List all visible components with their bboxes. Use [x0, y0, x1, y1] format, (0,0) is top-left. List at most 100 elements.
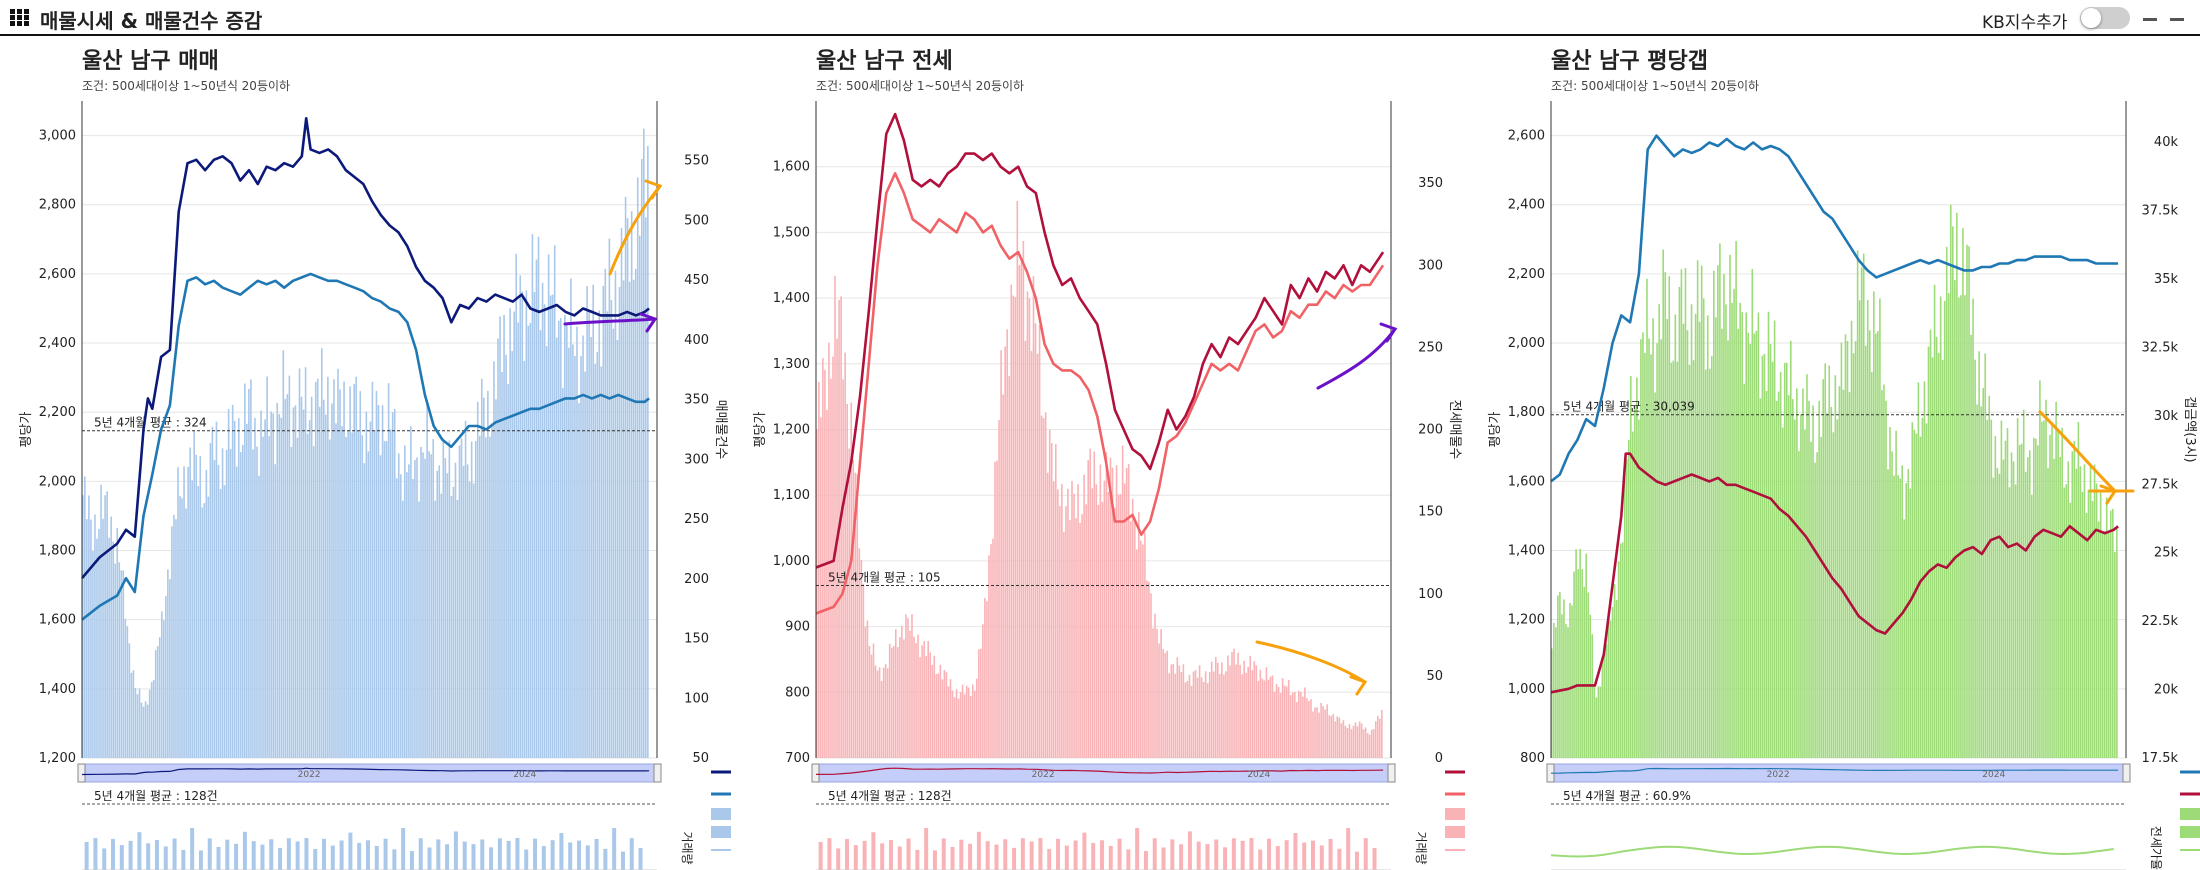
bar: [1885, 400, 1887, 758]
bar: [1952, 226, 1954, 759]
bar: [1672, 360, 1675, 758]
annotation-arrow: [1316, 327, 1397, 390]
bar-series: [1551, 204, 2118, 759]
bar: [1350, 729, 1353, 758]
bar: [864, 626, 867, 758]
bar: [521, 291, 524, 758]
bar: [189, 447, 191, 758]
bar: [1806, 374, 1808, 758]
bar: [2101, 531, 2104, 758]
bar: [1749, 343, 1752, 758]
bar: [1091, 488, 1094, 758]
bar: [1976, 404, 1978, 758]
bar: [1022, 240, 1025, 758]
bar: [2085, 512, 2088, 758]
bar: [1326, 704, 1328, 758]
bar: [102, 518, 104, 758]
minimize-icon[interactable]: [2143, 18, 2157, 21]
bar: [1101, 501, 1104, 758]
bar: [990, 544, 992, 758]
bar: [205, 469, 208, 758]
bar: [1814, 462, 1816, 758]
volume-bar: [1135, 828, 1140, 870]
bar: [929, 652, 932, 758]
bar: [1160, 629, 1162, 758]
bar: [1646, 278, 1648, 758]
bar: [2079, 466, 2082, 758]
y-tick-label: 1,800: [39, 544, 76, 559]
navigator-left-handle[interactable]: [811, 763, 820, 783]
navigator: 2022 2024 5년 4개월 평균 : 60.9% 전세가율: [1546, 763, 2163, 870]
bar: [2061, 427, 2063, 758]
annotation-arrow: [1255, 640, 1367, 684]
apps-grid-icon[interactable]: [10, 9, 30, 27]
bar: [543, 304, 546, 758]
bar: [1781, 427, 1784, 758]
bar: [980, 648, 982, 758]
close-icon[interactable]: [2170, 18, 2184, 21]
bar: [1692, 360, 1695, 758]
navigator-axis-label: 거래량: [1414, 831, 1428, 864]
bar: [1974, 359, 1976, 758]
volume-bar: [365, 840, 370, 870]
bar: [355, 376, 358, 758]
bar: [834, 275, 836, 758]
volume-bar: [1082, 832, 1087, 870]
bar: [262, 436, 264, 758]
bar: [276, 402, 279, 758]
bar: [478, 435, 481, 758]
kb-index-toggle[interactable]: [2080, 7, 2130, 29]
bar: [1654, 392, 1656, 758]
navigator-range[interactable]: [815, 763, 1392, 783]
bar: [298, 368, 301, 758]
bar: [1308, 700, 1310, 758]
volume-bar: [269, 839, 274, 870]
bar: [1377, 715, 1379, 758]
bar: [2065, 484, 2068, 758]
bar: [434, 500, 437, 758]
bar: [1067, 488, 1069, 758]
bar: [341, 426, 343, 758]
y-tick-label: 1,100: [773, 488, 810, 503]
navigator-right-handle[interactable]: [1387, 763, 1396, 783]
bar: [1182, 664, 1185, 758]
bar: [1168, 673, 1171, 758]
bar: [256, 446, 258, 758]
y-tick-label: 1,300: [773, 357, 810, 372]
bar: [1907, 468, 1910, 758]
volume-bar: [924, 828, 929, 870]
navigator-range[interactable]: [81, 763, 658, 783]
bar: [1144, 532, 1146, 758]
bar: [442, 438, 445, 758]
bar: [998, 420, 1000, 758]
bar: [1881, 390, 1883, 758]
bar: [1595, 697, 1598, 758]
bar: [1273, 691, 1276, 758]
bar: [1747, 332, 1750, 758]
bar: [134, 688, 137, 758]
y-axis-label: 평당가: [753, 412, 768, 448]
y-tick-label: 900: [785, 620, 810, 635]
bar: [1735, 240, 1737, 759]
bar: [1644, 352, 1646, 758]
navigator-right-handle[interactable]: [653, 763, 662, 783]
bar: [1858, 300, 1861, 758]
secondary-price-line: [815, 172, 1385, 615]
bar: [260, 410, 262, 758]
bar: [842, 379, 844, 758]
volume-bar: [629, 838, 634, 870]
navigator-left-handle[interactable]: [77, 763, 86, 783]
bar: [231, 404, 234, 758]
bar: [828, 342, 830, 758]
bar: [973, 690, 976, 758]
bar: [2081, 491, 2084, 758]
bar: [592, 284, 594, 758]
navigator-right-handle[interactable]: [2122, 763, 2131, 783]
bar: [1601, 659, 1604, 758]
bar: [284, 399, 287, 758]
bar: [1585, 553, 1588, 758]
volume-bar: [853, 845, 858, 870]
bar: [957, 698, 960, 758]
navigator-range[interactable]: [1550, 763, 2127, 783]
bar: [106, 491, 108, 758]
